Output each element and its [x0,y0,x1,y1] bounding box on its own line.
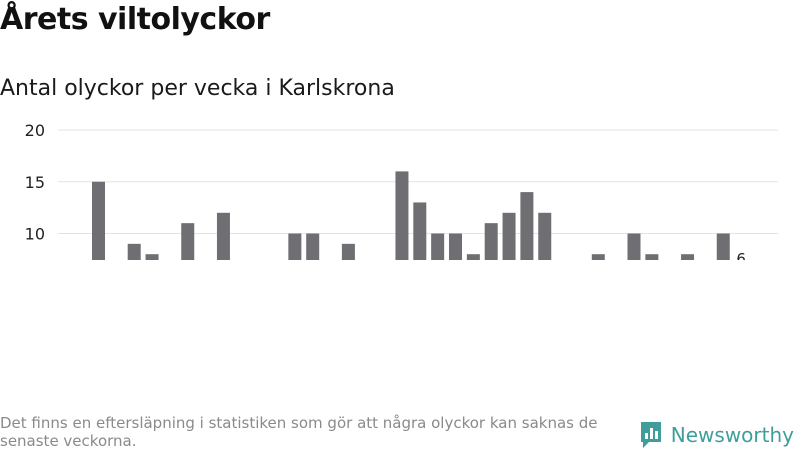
y-tick-label: 10 [25,225,45,244]
bar [288,233,302,260]
bar [306,233,320,260]
y-tick-label: 15 [25,173,45,192]
bar [484,223,498,260]
bar [181,223,195,260]
bar [395,171,409,260]
y-tick-label: 20 [25,121,45,140]
bar [681,254,695,260]
bar [716,233,730,260]
bar [216,212,230,260]
bar [645,254,659,260]
bar [341,243,355,260]
bar [502,212,516,260]
bar [449,233,462,260]
bar [627,233,641,260]
bar [466,254,480,260]
bar [520,192,534,260]
chart-title: Årets viltolyckor [0,2,270,37]
bar [538,212,552,260]
chart-subtitle: Antal olyckor per vecka i Karlskrona [0,76,395,101]
bar [92,181,105,260]
bar-chart: 051015206jan.feb.marsapr.majjunijuliaug.… [25,121,778,260]
bar [431,233,445,260]
bar-value-label: 6 [736,250,746,260]
newsworthy-brand[interactable]: Newsworthy [639,420,794,450]
footnote: Det finns en eftersläpning i statistiken… [0,414,598,450]
bar [145,254,159,260]
bar [127,243,141,260]
newsworthy-logo-icon [640,422,661,448]
bar [413,202,427,260]
bar [591,254,605,260]
brand-name: Newsworthy [670,423,794,447]
